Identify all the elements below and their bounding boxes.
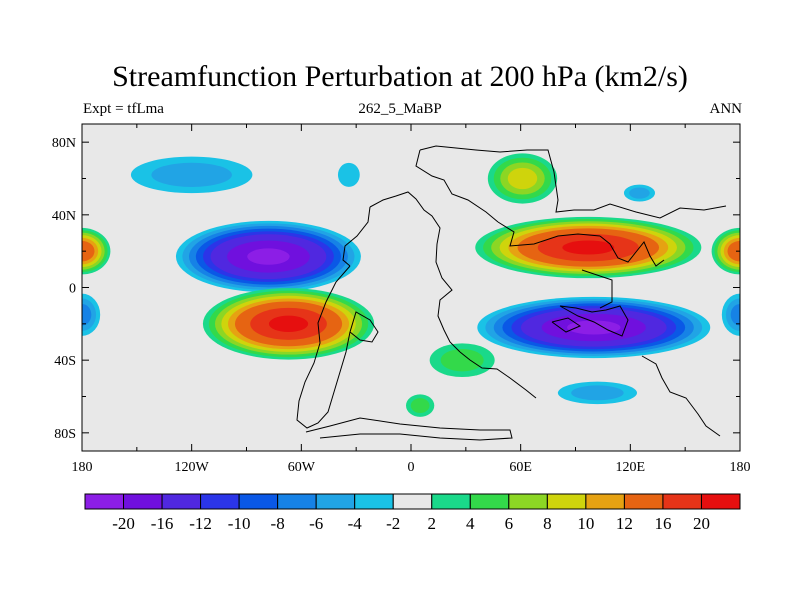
colorbar-swatch-9	[431, 493, 471, 510]
y-tick-label-0: 80N	[52, 136, 76, 151]
colorbar-label-11: 8	[543, 514, 552, 533]
y-tick-label-4: 80S	[54, 427, 76, 442]
x-tick-label-4: 60E	[509, 460, 532, 475]
anomaly-sh-subtropical-low	[477, 296, 711, 359]
contour-nh-subtropical-high-7	[562, 240, 615, 255]
colorbar-swatch-11	[508, 493, 548, 510]
colorbar-swatch-0	[84, 493, 125, 510]
colorbar-label-5: -6	[309, 514, 323, 533]
anomaly-africa-high	[429, 343, 495, 378]
contour-sh-extratropical-low-1	[571, 385, 624, 401]
colorbar-label-14: 16	[654, 514, 671, 533]
y-tick-label-3: 40S	[54, 354, 76, 369]
colorbar-swatch-8	[392, 493, 433, 510]
colorbar-swatch-5	[277, 493, 317, 510]
colorbar-swatch-15	[662, 493, 702, 510]
colorbar-label-10: 6	[505, 514, 514, 533]
contour-north-atlantic-low-0	[337, 162, 360, 187]
anomaly-siberia-low	[623, 184, 656, 202]
colorbar-label-8: 2	[428, 514, 437, 533]
colorbar-swatch-12	[546, 493, 587, 510]
colorbar-label-12: 10	[577, 514, 594, 533]
contour-siberia-low-1	[629, 187, 650, 199]
colorbar-label-1: -16	[151, 514, 174, 533]
subtitle-center: 262_5_MaBP	[358, 101, 442, 117]
x-tick-label-6: 180	[730, 460, 751, 475]
anomaly-nh-subtropical-high	[475, 216, 702, 279]
x-tick-label-3: 0	[408, 460, 415, 475]
colorbar-label-13: 12	[616, 514, 633, 533]
contour-sh-subtropical-high-7	[268, 315, 309, 333]
contour-dateline-low-wrap-2	[730, 303, 740, 326]
colorbar-swatch-4	[238, 493, 279, 510]
x-tick-label-2: 60W	[288, 460, 316, 475]
contour-eurasia-high-3	[507, 167, 538, 190]
colorbar-label-6: -4	[348, 514, 363, 533]
x-tick-label-0: 180	[72, 460, 93, 475]
colorbar-label-15: 20	[693, 514, 710, 533]
colorbar-label-0: -20	[112, 514, 135, 533]
colorbar-label-2: -12	[189, 514, 212, 533]
contour-dateline-high-wrap-5	[727, 240, 740, 262]
colorbar-label-3: -10	[228, 514, 251, 533]
anomaly-north-atlantic-low	[337, 162, 360, 187]
contour-africa-high-1	[440, 348, 484, 372]
colorbar-swatch-2	[161, 493, 202, 510]
colorbar-swatch-7	[354, 493, 394, 510]
colorbar-label-4: -8	[271, 514, 285, 533]
contour-sh-subtropical-low-7	[567, 320, 621, 335]
contour-north-pacific-low-1	[151, 162, 232, 187]
anomaly-sh-extratropical-low	[557, 381, 637, 405]
contour-antarctic-high-1	[410, 398, 430, 414]
subtitle-left: Expt = tfLma	[83, 101, 164, 117]
contour-field	[82, 153, 740, 417]
anomaly-antarctic-high	[406, 394, 435, 417]
y-tick-label-2: 0	[69, 282, 76, 297]
colorbar-swatch-14	[623, 493, 664, 510]
subtitle-right: ANN	[709, 101, 743, 117]
colorbar-swatch-10	[469, 493, 510, 510]
contour-nh-subtropical-low-7	[247, 248, 290, 265]
colorbar-swatch-16	[700, 493, 741, 510]
anomaly-eurasia-high	[487, 153, 558, 204]
contour-dateline-low-2	[82, 303, 92, 326]
colorbar-swatch-1	[123, 493, 163, 510]
anomaly-nh-subtropical-low	[175, 220, 361, 293]
colorbar-label-7: -2	[386, 514, 400, 533]
coastline	[296, 145, 727, 441]
colorbar-swatch-3	[200, 493, 240, 510]
colorbar-swatch-6	[315, 493, 356, 510]
anomaly-north-pacific-low	[130, 156, 253, 194]
contour-dateline-high-5	[82, 240, 95, 262]
x-tick-label-5: 120E	[616, 460, 646, 475]
y-tick-label-1: 40N	[52, 209, 76, 224]
chart-title: Streamfunction Perturbation at 200 hPa (…	[112, 60, 688, 93]
anomaly-sh-subtropical-high	[202, 288, 375, 360]
colorbar: -20 -16 -12 -10 -8 -6 -4 -2 2 4 6 8 10 12 16 20	[84, 493, 741, 533]
colorbar-swatch-13	[585, 493, 625, 510]
axes: 180 120W 60W 0 60E 120E 180 80N 40N 0 40S 80S	[52, 124, 751, 475]
x-tick-label-1: 120W	[175, 460, 210, 475]
colorbar-label-9: 4	[466, 514, 475, 533]
anomaly-dateline-high	[82, 227, 740, 275]
anomaly-dateline-low	[82, 293, 740, 336]
